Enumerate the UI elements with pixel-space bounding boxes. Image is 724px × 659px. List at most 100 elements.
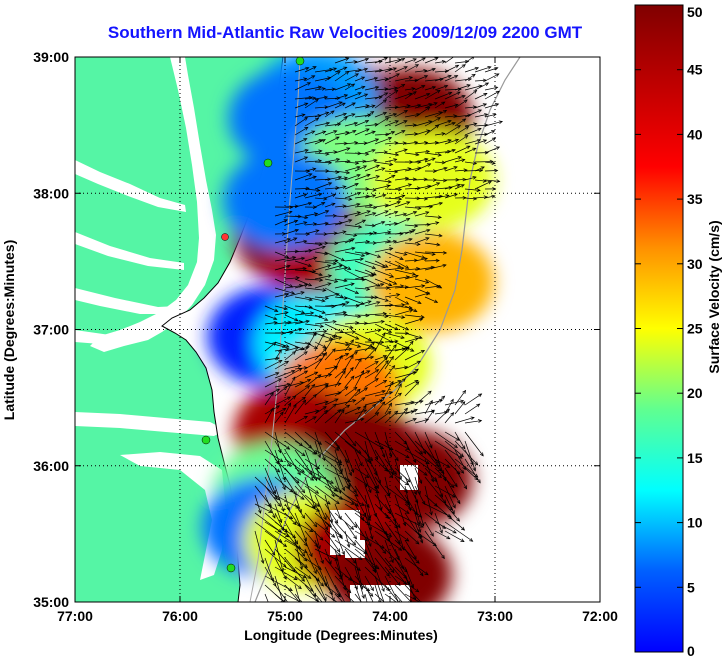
velocity-vector [304, 416, 317, 424]
velocity-vector [284, 403, 297, 424]
velocity-vector [324, 503, 339, 524]
velocity-vector [454, 135, 469, 145]
velocity-vector [304, 175, 317, 181]
velocity-vector [424, 124, 440, 136]
velocity-vector [264, 548, 287, 568]
velocity-vector [394, 237, 413, 244]
velocity-vector [314, 210, 330, 217]
velocity-vector [304, 167, 317, 172]
velocity-vector [364, 59, 383, 64]
velocity-vector [294, 458, 316, 479]
velocity-vector [334, 399, 357, 406]
velocity-vector [334, 282, 355, 289]
velocity-vector [314, 440, 322, 459]
velocity-vector [364, 575, 374, 592]
velocity-vector [414, 485, 426, 506]
x-tick-label: 77:00 [57, 608, 93, 624]
velocity-vector [294, 283, 309, 289]
colorbar-tick-label: 30 [687, 256, 703, 272]
velocity-vector [354, 409, 368, 415]
velocity-vector [314, 341, 327, 348]
velocity-vector [304, 371, 319, 379]
velocity-vector [314, 494, 327, 521]
velocity-vector [364, 476, 372, 494]
velocity-vector [434, 178, 448, 183]
velocity-vector [254, 530, 265, 564]
velocity-vector [264, 530, 288, 548]
velocity-vector [414, 291, 431, 298]
velocity-vector [364, 530, 372, 547]
velocity-vector [324, 278, 339, 283]
velocity-vector [354, 584, 362, 602]
rappahannock-river [75, 232, 184, 270]
velocity-vector [334, 66, 348, 73]
velocity-vector [284, 376, 296, 397]
velocity-vector [324, 548, 332, 565]
velocity-vector [344, 354, 354, 370]
velocity-vector [464, 449, 474, 466]
velocity-vector [364, 188, 377, 192]
velocity-vector [314, 319, 337, 325]
velocity-vector [314, 111, 330, 118]
velocity-vector [384, 380, 394, 397]
colorbar-tick-label: 20 [687, 385, 703, 401]
velocity-vector [294, 440, 317, 455]
velocity-vector [414, 149, 431, 154]
velocity-vector [284, 291, 305, 298]
velocity-vector [384, 402, 392, 415]
velocity-vector [354, 397, 366, 406]
velocity-vector [294, 415, 308, 424]
velocity-vector [314, 521, 336, 538]
velocity-vector [304, 409, 320, 415]
velocity-vector [394, 575, 420, 593]
velocity-vector [404, 242, 421, 246]
velocity-vector [294, 305, 313, 309]
velocity-vector [384, 239, 398, 244]
velocity-vector [484, 179, 501, 183]
velocity-vector [324, 193, 337, 199]
velocity-vector [324, 175, 343, 181]
velocity-vector [354, 521, 368, 542]
velocity-vector [324, 336, 343, 343]
velocity-vector [414, 467, 423, 484]
velocity-vector [474, 93, 488, 100]
velocity-vector [454, 195, 467, 200]
velocity-vector [324, 202, 336, 208]
velocity-vector [464, 188, 481, 192]
velocity-vector [404, 123, 417, 127]
velocity-vector [394, 521, 405, 551]
velocity-vector [464, 403, 481, 415]
velocity-vector [354, 128, 370, 136]
velocity-vector [314, 274, 333, 280]
velocity-vector [324, 512, 343, 540]
velocity-vector [354, 370, 365, 388]
velocity-vector [444, 398, 454, 415]
velocity-vector [294, 539, 304, 571]
velocity-vector [454, 118, 467, 127]
velocity-vector [384, 278, 398, 285]
velocity-vector [444, 521, 474, 542]
velocity-vector [384, 512, 399, 529]
velocity-vector [394, 218, 411, 226]
velocity-vector [324, 365, 338, 379]
velocity-vector [404, 381, 420, 397]
velocity-vector [314, 95, 329, 100]
velocity-vector [344, 191, 362, 199]
velocity-vector [394, 503, 410, 514]
velocity-vector [324, 241, 339, 246]
velocity-vector [384, 251, 404, 260]
velocity-vector [274, 503, 283, 524]
velocity-vector [404, 566, 414, 589]
velocity-vector [354, 387, 369, 397]
y-tick-label: 39:00 [33, 49, 69, 65]
velocity-vector [364, 347, 377, 361]
y-axis-label: Latitude (Degrees:Minutes) [1, 240, 17, 420]
colorbar-tick-label: 15 [687, 450, 703, 466]
velocity-vector [334, 70, 350, 82]
velocity-vector [484, 187, 497, 191]
velocity-vector [394, 383, 402, 397]
velocity-vector [304, 503, 321, 512]
velocity-vector [434, 408, 450, 424]
velocity-vector [374, 193, 387, 199]
velocity-vector [304, 331, 317, 352]
